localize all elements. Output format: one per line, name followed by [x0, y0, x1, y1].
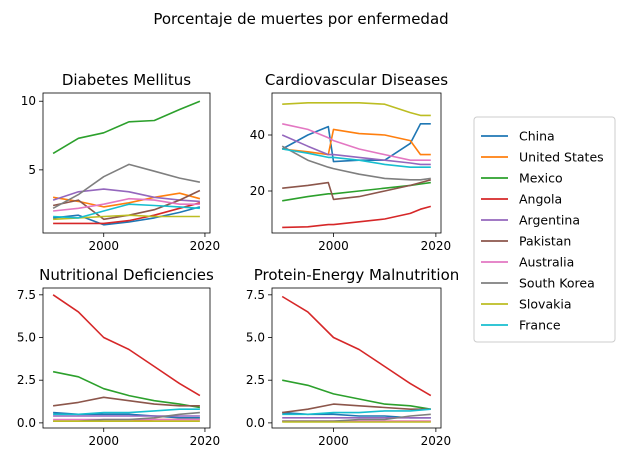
y-tick-label: 0.0 — [246, 416, 265, 430]
y-tick-label: 5.0 — [246, 331, 265, 345]
series-line-angola — [53, 202, 201, 225]
y-tick-label: 20 — [250, 184, 265, 198]
series-line-pakistan — [282, 403, 431, 414]
legend-entry: Mexico — [481, 171, 563, 186]
axes-frame — [42, 92, 211, 234]
y-tick-label: 7.5 — [17, 288, 36, 302]
series-line-argentina — [281, 134, 431, 166]
series-line-united-states — [282, 128, 431, 156]
series-line-mexico — [52, 100, 201, 155]
series-line-mexico — [282, 379, 431, 410]
y-tick-label: 7.5 — [246, 288, 265, 302]
figure-title: Porcentaje de muertes por enfermedad — [153, 10, 448, 28]
subplot-1: Diabetes Mellitus 2000 2020 5 10 — [21, 71, 220, 253]
legend-label: United States — [519, 150, 604, 165]
series-line-south-korea — [281, 145, 431, 181]
legend-entry: United States — [481, 150, 604, 165]
legend-label: South Korea — [519, 276, 595, 291]
y-tick-label: 2.5 — [17, 373, 36, 387]
series-line-pakistan — [282, 179, 432, 201]
y-tick-label: 2.5 — [246, 373, 265, 387]
subplot-3: Nutritional Deficiencies 2000 2020 0.0 2.5 5.… — [17, 266, 220, 448]
legend-label: Slovakia — [519, 297, 571, 312]
series-line-france — [282, 408, 431, 416]
legend-entry: Angola — [481, 192, 562, 207]
x-tick-label: 2000 — [318, 434, 349, 448]
series-line-united-states — [52, 192, 201, 208]
y-tick-label: 5.0 — [17, 331, 36, 345]
subplot-4: Protein-Energy Malnutrition 2000 2020 0.0 2.… — [246, 266, 459, 448]
series-line-pakistan — [52, 396, 200, 407]
legend-label: Angola — [519, 192, 562, 207]
series-line-mexico — [282, 181, 431, 202]
series-line-south-korea — [52, 163, 201, 210]
series-line-china — [53, 206, 201, 226]
x-tick-label: 2020 — [190, 239, 221, 253]
subplot-title: Diabetes Mellitus — [62, 71, 191, 89]
legend-entry: Australia — [481, 255, 574, 270]
legend-label: Mexico — [519, 171, 563, 186]
x-tick-label: 2020 — [421, 239, 452, 253]
legend-entry: Argentina — [481, 213, 580, 228]
subplot-grid: Diabetes Mellitus 2000 2020 5 10 Cardiovascul… — [17, 71, 459, 448]
legend-entry: France — [481, 318, 561, 333]
legend-entry: China — [481, 129, 555, 144]
series-line-slovakia — [282, 102, 431, 117]
legend-label: China — [519, 129, 555, 144]
axes-frame — [271, 287, 442, 429]
legend-label: Argentina — [519, 213, 580, 228]
series-line-france — [53, 203, 200, 219]
y-tick-label: 0.0 — [17, 416, 36, 430]
legend-entry: Pakistan — [481, 234, 571, 249]
x-tick-label: 2000 — [88, 239, 119, 253]
series-line-france — [53, 408, 200, 416]
x-tick-label: 2020 — [421, 434, 452, 448]
x-tick-label: 2000 — [318, 239, 349, 253]
x-tick-label: 2020 — [190, 434, 221, 448]
legend-label: Australia — [519, 255, 574, 270]
legend-entry: South Korea — [481, 276, 595, 291]
y-tick-label: 5 — [28, 163, 36, 177]
axes-frame — [271, 92, 442, 234]
legend: China United States Mexico Angola Argentina P… — [473, 116, 616, 343]
series-line-angola — [281, 295, 432, 397]
legend-label: France — [519, 318, 561, 333]
legend-entry: Slovakia — [481, 297, 571, 312]
series-line-france — [282, 148, 431, 168]
series-line-angola — [282, 205, 432, 229]
subplot-title: Protein-Energy Malnutrition — [254, 266, 460, 284]
subplot-title: Nutritional Deficiencies — [39, 266, 214, 284]
x-tick-label: 2000 — [88, 434, 119, 448]
subplot-title: Cardiovascular Diseases — [265, 71, 448, 89]
series-line-australia — [282, 123, 431, 161]
y-tick-label: 10 — [21, 94, 36, 108]
axes-frame — [42, 287, 211, 429]
legend-box — [473, 116, 616, 343]
series-line-angola — [52, 294, 201, 397]
series-line-australia — [53, 197, 200, 212]
series-line-mexico — [52, 370, 201, 409]
legend-label: Pakistan — [519, 234, 571, 249]
y-tick-label: 40 — [250, 128, 265, 142]
